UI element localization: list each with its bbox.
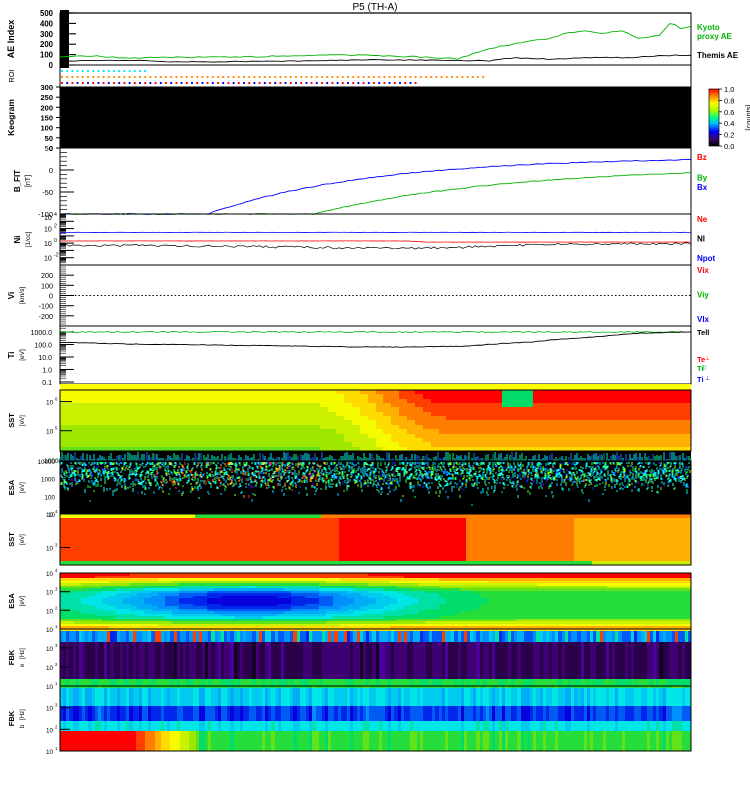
svg-text:Nl: Nl xyxy=(697,235,705,244)
svg-text:FBK: FBK xyxy=(7,649,16,665)
svg-text:1000: 1000 xyxy=(41,477,56,484)
svg-text:10: 10 xyxy=(44,227,52,234)
svg-text:FBK: FBK xyxy=(7,710,16,726)
svg-text:100: 100 xyxy=(44,494,55,501)
svg-text:0.0: 0.0 xyxy=(724,142,734,151)
svg-text:0.2: 0.2 xyxy=(724,131,734,140)
svg-text:0: 0 xyxy=(49,166,53,175)
svg-text:[eV]: [eV] xyxy=(20,534,26,545)
svg-text:10: 10 xyxy=(46,512,54,519)
svg-text:0: 0 xyxy=(49,292,53,301)
svg-text:100.0: 100.0 xyxy=(34,342,52,349)
svg-text:10: 10 xyxy=(46,545,54,552)
svg-text:10: 10 xyxy=(46,727,54,734)
svg-text:200: 200 xyxy=(41,271,53,280)
svg-text:400: 400 xyxy=(40,19,54,28)
svg-text:SST: SST xyxy=(7,413,16,428)
svg-text:4: 4 xyxy=(54,212,57,218)
svg-text:-200: -200 xyxy=(39,312,53,321)
svg-text:proxy AE: proxy AE xyxy=(697,32,732,41)
svg-text:10: 10 xyxy=(46,706,54,713)
svg-text:Themis AE: Themis AE xyxy=(697,51,739,60)
svg-text:200: 200 xyxy=(40,40,54,49)
svg-text:1.0: 1.0 xyxy=(42,367,52,374)
svg-text:Te: Te xyxy=(697,355,705,364)
svg-text:1.0: 1.0 xyxy=(724,85,734,94)
svg-text:[1/cc]: [1/cc] xyxy=(25,232,32,248)
svg-text:Ti: Ti xyxy=(697,375,704,384)
svg-text:[Hz]: [Hz] xyxy=(20,709,26,720)
svg-text:10: 10 xyxy=(46,646,54,653)
svg-text:10: 10 xyxy=(46,400,54,407)
svg-text:⊥: ⊥ xyxy=(705,375,710,382)
svg-text:10: 10 xyxy=(46,429,54,436)
svg-text:10: 10 xyxy=(46,749,54,756)
svg-text:2: 2 xyxy=(54,224,57,230)
svg-text:[nT]: [nT] xyxy=(25,175,32,187)
svg-text:0.4: 0.4 xyxy=(724,119,734,128)
svg-text:B_FIT: B_FIT xyxy=(13,170,22,192)
svg-text:10: 10 xyxy=(46,571,54,578)
svg-text:10: 10 xyxy=(44,256,52,263)
svg-text:SST: SST xyxy=(7,532,16,547)
svg-text:10: 10 xyxy=(46,665,54,672)
svg-text:100: 100 xyxy=(40,124,53,133)
svg-text:Tell: Tell xyxy=(697,328,709,337)
svg-text:[eV]: [eV] xyxy=(20,595,26,606)
svg-text:[eV]: [eV] xyxy=(19,349,26,361)
svg-text:Bx: Bx xyxy=(697,183,708,192)
svg-text:0.1: 0.1 xyxy=(42,380,52,387)
svg-text:10: 10 xyxy=(46,590,54,597)
svg-text:Ti: Ti xyxy=(7,352,16,359)
svg-text:0.6: 0.6 xyxy=(724,108,734,117)
svg-text:[eV]: [eV] xyxy=(20,482,26,493)
svg-text:250: 250 xyxy=(40,93,53,102)
svg-text:100: 100 xyxy=(40,51,54,60)
svg-text:150: 150 xyxy=(40,114,53,123)
svg-text:10: 10 xyxy=(44,241,52,248)
svg-text:[counts]: [counts] xyxy=(744,104,750,130)
svg-text:Vlx: Vlx xyxy=(697,315,710,324)
svg-text:⊥: ⊥ xyxy=(705,355,710,362)
svg-text:0: 0 xyxy=(54,238,57,244)
svg-text:100: 100 xyxy=(41,281,53,290)
svg-text:P5 (TH-A): P5 (TH-A) xyxy=(353,2,398,13)
svg-text:500: 500 xyxy=(40,9,54,18)
svg-text:10: 10 xyxy=(46,627,54,634)
svg-text:10: 10 xyxy=(46,684,54,691)
svg-text:-2: -2 xyxy=(54,253,59,259)
svg-text:Npot: Npot xyxy=(697,254,716,263)
svg-text:Ni: Ni xyxy=(13,236,22,244)
svg-text:[km/s]: [km/s] xyxy=(19,287,26,305)
svg-text:1000.0: 1000.0 xyxy=(31,330,53,337)
svg-text:Keogram: Keogram xyxy=(6,99,16,136)
svg-text:50: 50 xyxy=(45,134,53,143)
svg-text:[Hz]: [Hz] xyxy=(20,648,26,659)
svg-text:Ne: Ne xyxy=(697,215,708,224)
svg-text:ESA: ESA xyxy=(7,479,16,495)
svg-text:10: 10 xyxy=(46,608,54,615)
svg-text:-100: -100 xyxy=(39,302,53,311)
svg-text:0.8: 0.8 xyxy=(724,96,734,105)
svg-text:300: 300 xyxy=(40,30,54,39)
svg-text:10.0: 10.0 xyxy=(38,355,52,362)
svg-text:By: By xyxy=(697,173,708,182)
svg-text:Kyoto: Kyoto xyxy=(697,23,720,32)
svg-text:10: 10 xyxy=(44,215,52,222)
svg-text:-50: -50 xyxy=(42,188,53,197)
svg-text:0: 0 xyxy=(49,61,54,70)
svg-text:[eV]: [eV] xyxy=(20,415,26,426)
svg-text:200: 200 xyxy=(40,103,53,112)
svg-text:Vi: Vi xyxy=(7,292,16,299)
svg-text:10000: 10000 xyxy=(37,459,55,466)
svg-text:AE Index: AE Index xyxy=(6,20,16,59)
svg-text:Vix: Vix xyxy=(697,266,709,275)
svg-text:ESA: ESA xyxy=(7,593,16,609)
svg-text:Bz: Bz xyxy=(697,153,707,162)
svg-text:50: 50 xyxy=(45,144,53,153)
svg-text:||: || xyxy=(703,365,706,371)
svg-text:ROI: ROI xyxy=(7,69,16,82)
svg-text:Viy: Viy xyxy=(697,291,709,300)
svg-text:300: 300 xyxy=(40,83,53,92)
